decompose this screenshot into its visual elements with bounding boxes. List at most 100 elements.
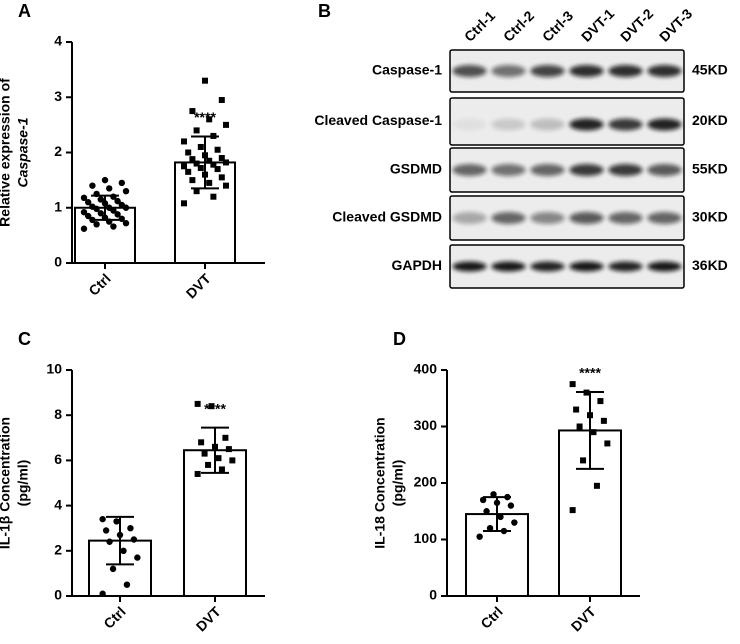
band-size: 45KD	[692, 62, 728, 78]
x-tick-label: DVT	[183, 270, 214, 301]
data-point	[580, 457, 587, 464]
data-point	[114, 197, 121, 205]
x-tick-label: Ctrl	[477, 603, 505, 631]
y-tick-label: 100	[414, 530, 438, 546]
x-tick-label: Ctrl	[85, 270, 113, 298]
y-tick-label: 0	[54, 254, 62, 270]
data-point	[93, 221, 100, 228]
data-point	[490, 491, 497, 498]
data-point	[223, 121, 229, 128]
lane-label: DVT-2	[617, 5, 657, 45]
data-point	[97, 210, 105, 217]
data-point	[208, 403, 215, 410]
data-point	[206, 116, 213, 123]
data-point	[511, 519, 518, 526]
data-point	[569, 507, 576, 514]
data-point	[476, 533, 483, 540]
data-point	[193, 127, 200, 134]
data-point	[483, 508, 490, 515]
data-point	[113, 518, 120, 525]
data-point	[181, 163, 187, 170]
panel-label: C	[18, 329, 31, 349]
data-point	[507, 502, 515, 509]
data-point	[181, 200, 187, 207]
row-label: GAPDH	[391, 257, 442, 273]
data-point	[214, 166, 221, 173]
blot-band	[608, 118, 643, 131]
data-point	[222, 434, 229, 441]
band-size: 20KD	[692, 112, 728, 128]
data-point	[212, 443, 218, 450]
data-point	[225, 446, 232, 453]
data-point	[185, 168, 192, 175]
lane-label: Ctrl-2	[500, 7, 537, 44]
blot-band	[530, 261, 565, 272]
blot-band	[569, 65, 604, 77]
data-point	[206, 179, 213, 186]
data-point	[134, 554, 141, 561]
blot-band	[647, 164, 682, 176]
data-point	[189, 156, 196, 163]
blot-band	[491, 65, 526, 77]
band-size: 55KD	[692, 161, 728, 177]
data-point	[593, 482, 600, 489]
data-point	[185, 149, 192, 156]
data-point	[99, 515, 106, 523]
blot-band	[608, 164, 643, 176]
data-point	[110, 223, 117, 230]
blot-band	[608, 65, 643, 77]
data-point	[223, 159, 229, 166]
bar	[183, 449, 247, 598]
significance: ****	[194, 109, 216, 125]
data-point	[93, 190, 100, 198]
data-point	[194, 470, 201, 477]
data-point	[223, 182, 229, 189]
data-point	[106, 204, 113, 211]
data-point	[497, 513, 504, 521]
blot-strip	[449, 97, 685, 146]
data-point	[210, 161, 217, 168]
data-point	[114, 211, 121, 218]
data-point	[110, 193, 117, 200]
y-tick-label: 4	[54, 496, 62, 512]
y-tick-label: 2	[54, 542, 62, 558]
data-point	[127, 525, 134, 532]
significance: ****	[579, 365, 601, 381]
data-point	[569, 381, 576, 388]
y-axis-label: IL-1β Concentration	[0, 417, 13, 549]
data-point	[80, 208, 88, 216]
data-point	[85, 212, 92, 220]
blot-band	[647, 261, 682, 272]
blot-band	[452, 261, 487, 272]
panel-label: D	[393, 329, 406, 349]
lane-label: Ctrl-1	[461, 7, 498, 44]
x-tick-label: DVT	[193, 603, 224, 634]
y-tick-label: 6	[54, 451, 62, 467]
data-point	[486, 525, 494, 532]
y-axis-label: IL-18 Concentration	[372, 417, 388, 548]
data-point	[218, 174, 225, 181]
data-point	[101, 200, 109, 207]
data-point	[206, 157, 213, 164]
y-tick-label: 0	[429, 587, 437, 603]
y-axis-label: Relative expression of	[0, 78, 13, 227]
data-point	[210, 132, 217, 139]
data-point	[118, 201, 126, 209]
data-point	[202, 152, 208, 159]
blot-band	[491, 261, 526, 272]
data-point	[214, 146, 221, 153]
y-axis-label: (pg/ml)	[15, 460, 31, 507]
blot-band	[530, 212, 565, 224]
band-size: 36KD	[692, 257, 728, 273]
data-point	[218, 155, 225, 162]
blot-band	[530, 118, 565, 131]
significance: ****	[204, 400, 226, 416]
y-tick-label: 0	[54, 587, 62, 603]
blot-band	[452, 212, 487, 224]
data-point	[587, 412, 593, 419]
data-point	[97, 196, 105, 203]
data-point	[218, 97, 225, 104]
data-point	[205, 461, 212, 468]
row-label: Caspase-1	[372, 62, 442, 78]
blot-band	[491, 212, 526, 224]
